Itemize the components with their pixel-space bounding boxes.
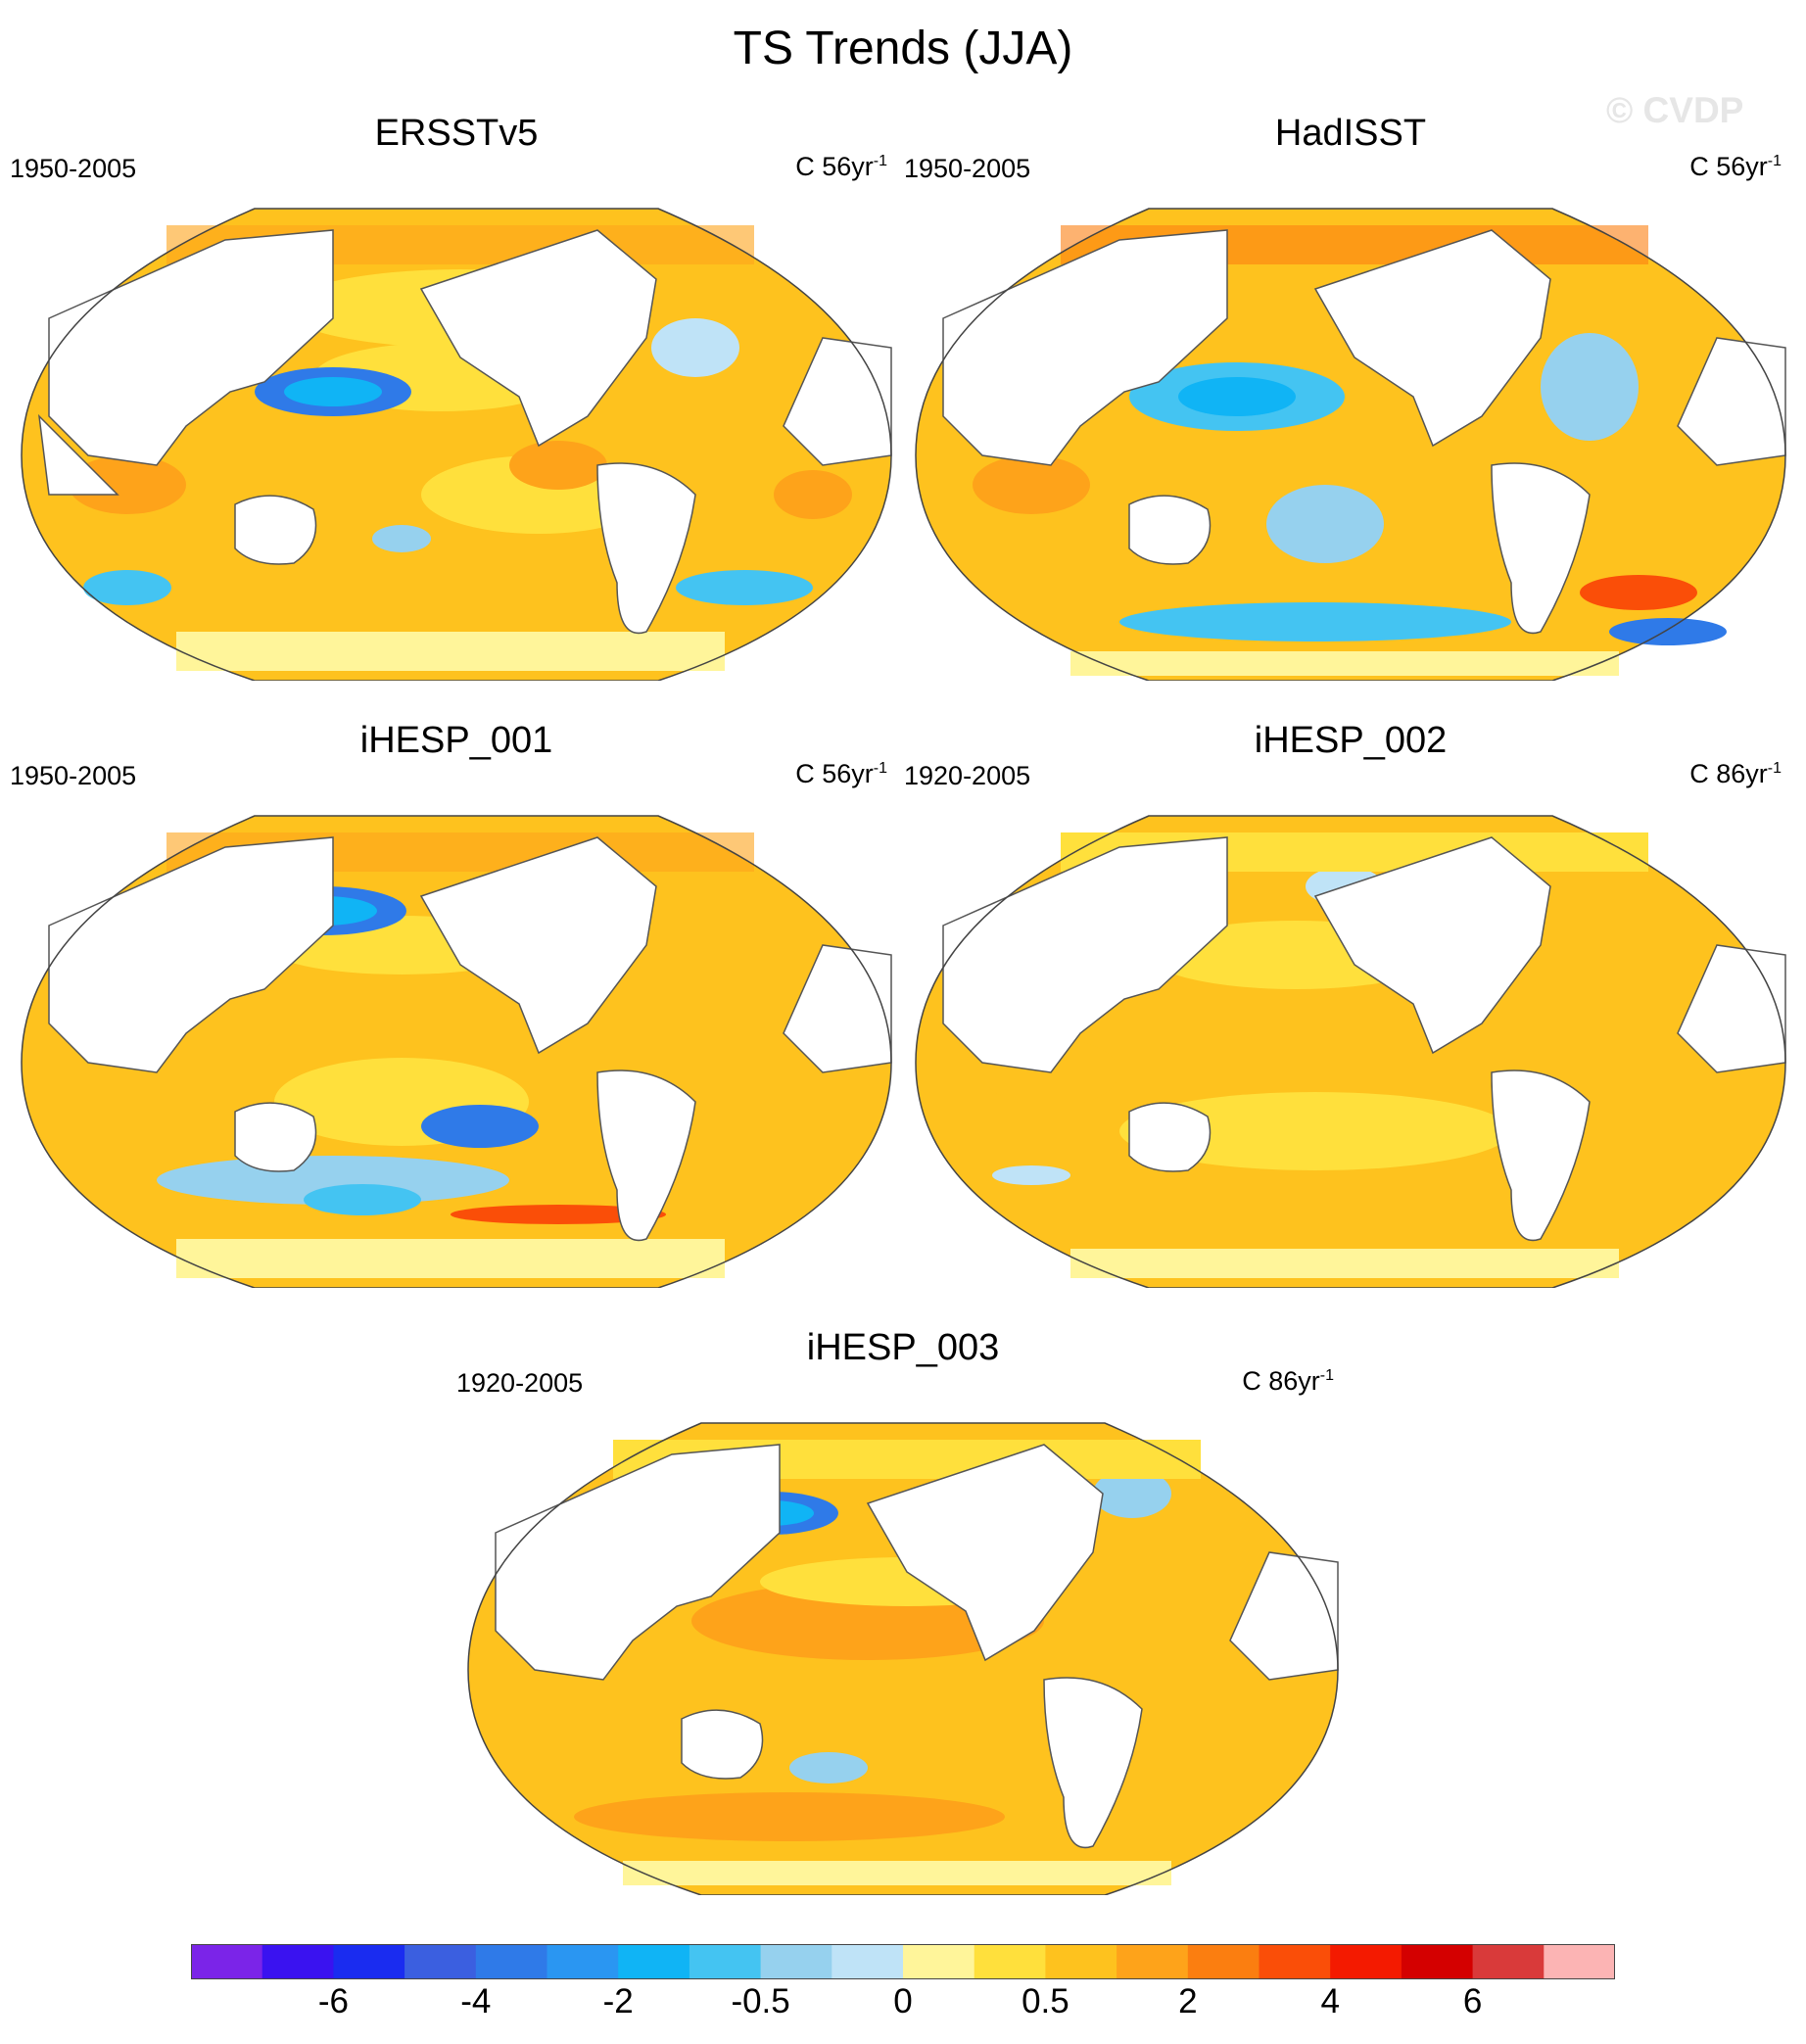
eurasia-africa-shape xyxy=(48,229,334,466)
units-label: C 86yr-1 xyxy=(1242,1366,1334,1396)
land-masses xyxy=(942,229,1786,635)
units-label: C 56yr-1 xyxy=(1689,152,1782,181)
trend-map xyxy=(915,208,1786,681)
panel-title: iHESP_002 xyxy=(1254,720,1448,761)
colorbar-swatch xyxy=(547,1944,619,1979)
panel-title: iHESP_003 xyxy=(806,1327,1000,1368)
colorbar-swatch xyxy=(689,1944,762,1979)
colorbar-outline xyxy=(191,1944,1615,1979)
colorbar-swatch xyxy=(1544,1944,1615,1979)
colorbar-swatch xyxy=(974,1944,1046,1979)
colorbar-swatch xyxy=(191,1944,263,1979)
colorbar-label: 4 xyxy=(1320,1982,1340,2020)
colorbar-swatch xyxy=(903,1944,975,1979)
map-border xyxy=(915,815,1786,1288)
land-masses xyxy=(48,836,892,1242)
figure-title: TS Trends (JJA) xyxy=(733,23,1073,74)
africa-east-shape xyxy=(783,337,892,466)
colorbar-label: -6 xyxy=(317,1982,349,2020)
colorbar-swatch xyxy=(760,1944,832,1979)
colorbar-swatch xyxy=(333,1944,405,1979)
colorbar-label: 0 xyxy=(893,1982,913,2020)
colorbar-swatch xyxy=(618,1944,690,1979)
units-label: C 56yr-1 xyxy=(795,759,887,788)
map-border xyxy=(467,1422,1339,1895)
panel-ihesp-001: iHESP_001 1950-2005 C 56yr-1 xyxy=(10,720,903,1288)
colorbar-swatch xyxy=(1401,1944,1474,1979)
colorbar-label: 0.5 xyxy=(1022,1982,1069,2020)
colorbar-label: 2 xyxy=(1178,1982,1198,2020)
map-border xyxy=(21,208,892,681)
map-border xyxy=(21,815,892,1288)
map-border xyxy=(915,208,1786,681)
colorbar-swatch xyxy=(1187,1944,1259,1979)
colorbar-swatch xyxy=(832,1944,904,1979)
colorbar-swatch xyxy=(475,1944,547,1979)
period-label: 1920-2005 xyxy=(904,761,1031,790)
trend-map xyxy=(21,815,892,1288)
panel-ihesp-002: iHESP_002 1920-2005 C 86yr-1 xyxy=(904,720,1797,1288)
colorbar-label: -4 xyxy=(460,1982,492,2020)
units-label: C 86yr-1 xyxy=(1689,759,1782,788)
colorbar-swatch xyxy=(261,1944,334,1979)
colorbar-swatch xyxy=(1259,1944,1331,1979)
colorbar-swatch xyxy=(404,1944,477,1979)
colorbar-label: -0.5 xyxy=(731,1982,790,2020)
period-label: 1920-2005 xyxy=(456,1368,584,1398)
land-masses xyxy=(495,1444,1339,1849)
colorbar-swatch xyxy=(1330,1944,1402,1979)
colorbar-label: -2 xyxy=(602,1982,634,2020)
panel-title: iHESP_001 xyxy=(359,720,553,761)
panel-hadisst: HadISST 1950-2005 C 56yr-1 xyxy=(904,113,1797,681)
colorbar-swatch xyxy=(1472,1944,1545,1979)
colorbar xyxy=(191,1944,1615,1979)
australia-shape xyxy=(234,495,317,565)
south-america-shape xyxy=(596,462,696,635)
trend-map xyxy=(21,208,892,681)
trend-map xyxy=(467,1422,1339,1895)
watermark: © CVDP xyxy=(1606,90,1744,130)
panel-title: ERSSTv5 xyxy=(374,113,539,154)
units-label: C 56yr-1 xyxy=(795,152,887,181)
north-america-shape xyxy=(419,229,657,448)
land-masses xyxy=(37,229,892,635)
period-label: 1950-2005 xyxy=(904,154,1031,183)
period-label: 1950-2005 xyxy=(10,761,137,790)
panel-ihesp-003: iHESP_003 1920-2005 C 86yr-1 xyxy=(456,1327,1350,1895)
period-label: 1950-2005 xyxy=(10,154,137,183)
colorbar-label: 6 xyxy=(1462,1982,1483,2020)
panel-title: HadISST xyxy=(1274,113,1427,154)
land-masses xyxy=(942,836,1786,1242)
colorbar-swatch xyxy=(1045,1944,1117,1979)
colorbar-swatch xyxy=(1117,1944,1189,1979)
trend-map xyxy=(915,815,1786,1288)
panel-ersstv5: ERSSTv5 1950-2005 C 56yr-1 xyxy=(10,113,903,681)
